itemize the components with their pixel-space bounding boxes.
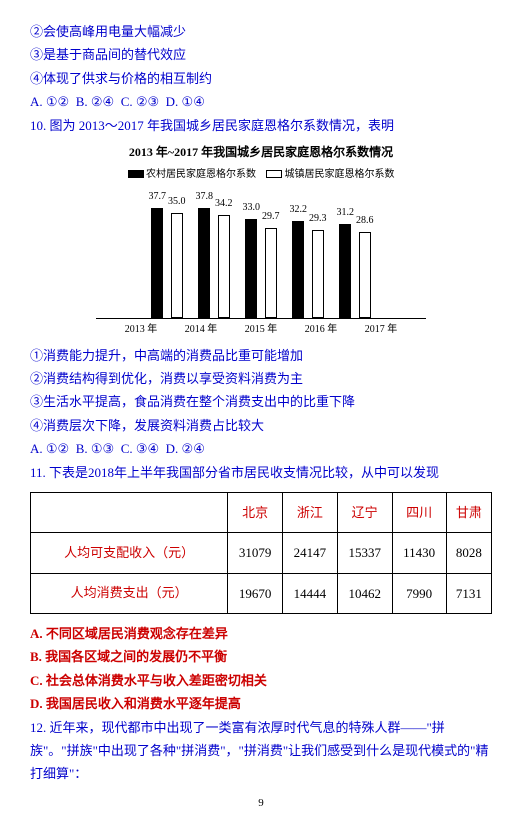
answer-row-q9: A. ①② B. ②④ C. ②③ D. ①④ <box>30 90 492 113</box>
q10-opt-1: ①消费能力提升，中高端的消费品比重可能增加 <box>30 344 492 367</box>
table-header-cell: 甘肃 <box>446 492 491 532</box>
table-body: 人均可支配收入（元）310792414715337114308028人均消费支出… <box>31 533 492 614</box>
chart-xaxis: 2013 年2014 年2015 年2016 年2017 年 <box>96 321 426 339</box>
opt-b: B. ②④ <box>76 94 114 109</box>
legend-label-2: 城镇居民家庭恩格尔系数 <box>285 169 395 180</box>
table-header-cell: 辽宁 <box>337 492 392 532</box>
chart-legend: 农村居民家庭恩格尔系数 城镇居民家庭恩格尔系数 <box>96 166 426 184</box>
income-table: 北京浙江辽宁四川甘肃 人均可支配收入（元）3107924147153371143… <box>30 492 492 614</box>
legend-fill-icon <box>128 170 144 178</box>
table-row: 人均可支配收入（元）310792414715337114308028 <box>31 533 492 573</box>
year-group: 37.735.0 <box>149 188 186 318</box>
q10-opt-2: ②消费结构得到优化，消费以享受资料消费为主 <box>30 367 492 390</box>
opt-c: C. ②③ <box>121 94 159 109</box>
table-header-cell <box>31 492 228 532</box>
year-group: 31.228.6 <box>337 188 374 318</box>
table-header-cell: 四川 <box>392 492 446 532</box>
opt-a: A. ①② <box>30 441 69 456</box>
table-header-row: 北京浙江辽宁四川甘肃 <box>31 492 492 532</box>
opt-line-4: ④体现了供求与价格的相互制约 <box>30 67 492 90</box>
opt-d: D. ①④ <box>166 94 205 109</box>
question-11: 11. 下表是2018年上半年我国部分省市居民收支情况比较，从中可以发现 <box>30 461 492 484</box>
question-10: 10. 图为 2013～2017 年我国城乡居民家庭恩格尔系数情况，表明 <box>30 114 492 137</box>
answer-row-q10: A. ①② B. ①③ C. ③④ D. ②④ <box>30 437 492 460</box>
year-group: 37.834.2 <box>196 188 233 318</box>
q11-opt-d: D. 我国居民收入和消费水平逐年提高 <box>30 692 492 715</box>
opt-a: A. ①② <box>30 94 69 109</box>
legend-empty-icon <box>266 170 282 178</box>
opt-line-3: ③是基于商品间的替代效应 <box>30 43 492 66</box>
year-group: 33.029.7 <box>243 188 280 318</box>
q11-opt-c: C. 社会总体消费水平与收入差距密切相关 <box>30 669 492 692</box>
year-group: 32.229.3 <box>290 188 327 318</box>
q10-opt-3: ③生活水平提高，食品消费在整个消费支出中的比重下降 <box>30 390 492 413</box>
opt-b: B. ①③ <box>76 441 114 456</box>
q10-opt-4: ④消费层次下降，发展资料消费占比较大 <box>30 414 492 437</box>
question-12: 12. 近年来，现代都市中出现了一类富有浓厚时代气息的特殊人群——"拼族"。"拼… <box>30 716 492 786</box>
q11-opt-b: B. 我国各区域之间的发展仍不平衡 <box>30 645 492 668</box>
table-row: 人均消费支出（元）19670144441046279907131 <box>31 573 492 613</box>
page-number: 9 <box>30 794 492 814</box>
chart-bars: 37.735.0 37.834.2 33.029.7 32.229.3 31.228.6 <box>96 188 426 319</box>
opt-line-2: ②会使高峰用电量大幅减少 <box>30 20 492 43</box>
table-header-cell: 北京 <box>228 492 283 532</box>
legend-label-1: 农村居民家庭恩格尔系数 <box>146 169 256 180</box>
chart-title: 2013 年~2017 年我国城乡居民家庭恩格尔系数情况 <box>96 142 426 164</box>
engel-chart: 2013 年~2017 年我国城乡居民家庭恩格尔系数情况 农村居民家庭恩格尔系数… <box>96 142 426 339</box>
opt-d: D. ②④ <box>166 441 205 456</box>
table-header-cell: 浙江 <box>283 492 338 532</box>
q11-opt-a: A. 不同区域居民消费观念存在差异 <box>30 622 492 645</box>
opt-c: C. ③④ <box>121 441 159 456</box>
